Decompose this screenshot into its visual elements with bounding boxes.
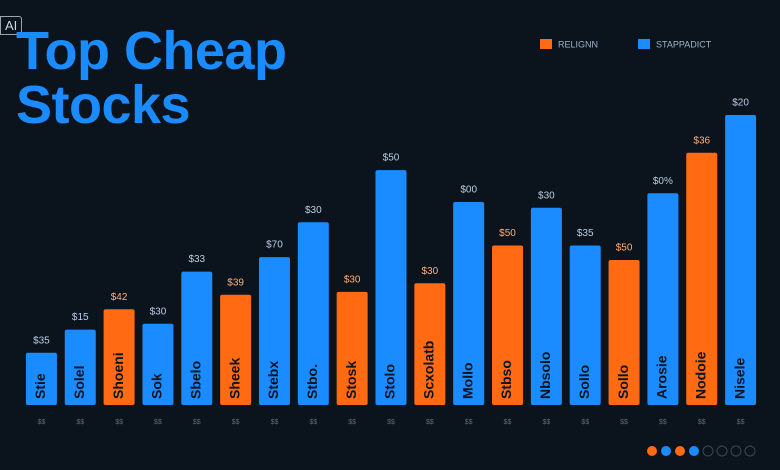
x-sub-label: $$: [504, 419, 512, 426]
bar-top-label: $30: [305, 205, 322, 216]
bar-category-label: Stolo: [382, 364, 398, 399]
bar-top-label: $15: [72, 312, 89, 323]
bar-top-label: $33: [188, 254, 205, 265]
bar-top-label: $50: [616, 243, 633, 254]
page-dot[interactable]: [661, 446, 671, 456]
bar: [725, 115, 757, 405]
legend-swatch: [638, 39, 651, 49]
bar-category-label: Scxolatb: [421, 341, 437, 399]
bar: [647, 193, 679, 405]
bar-category-label: Arosie: [654, 355, 670, 399]
bar-top-label: $30: [150, 306, 167, 317]
pagination: [647, 445, 756, 457]
bar: [375, 170, 407, 405]
bar-category-label: Sok: [149, 373, 165, 399]
bar-top-label: $30: [538, 190, 555, 201]
bar-category-label: Stbso: [498, 360, 514, 399]
x-sub-label: $$: [542, 419, 550, 426]
bar: [686, 152, 718, 405]
bar-category-label: Stie: [32, 373, 48, 399]
bar-category-label: Solel: [71, 366, 87, 399]
bar: [530, 207, 562, 405]
x-sub-label: $$: [115, 419, 123, 426]
x-sub-label: $$: [271, 419, 279, 426]
bar-category-label: Shoeni: [110, 352, 126, 399]
bar-top-label: $0%: [653, 176, 673, 187]
bar-category-label: Sollo: [576, 365, 592, 399]
bar-category-label: Mollo: [459, 362, 475, 399]
x-sub-label: $$: [465, 419, 473, 426]
page-dot[interactable]: [689, 446, 699, 456]
x-sub-label: $$: [426, 419, 434, 426]
bar: [336, 291, 368, 405]
bar-category-label: Sollo: [615, 365, 631, 399]
x-sub-label: $$: [193, 419, 201, 426]
bar-category-label: Nodoie: [692, 351, 708, 399]
x-sub-label: $$: [659, 419, 667, 426]
bar: [25, 352, 57, 405]
bar: [414, 283, 446, 405]
bar: [453, 202, 485, 405]
x-sub-label: $$: [620, 419, 628, 426]
ai-badge: AI: [0, 16, 23, 35]
x-sub-label: $$: [698, 419, 706, 426]
bar-category-label: Sheek: [226, 358, 242, 399]
bar-top-label: $00: [460, 185, 477, 196]
bar-top-label: $50: [499, 228, 516, 239]
bar: [181, 271, 213, 405]
bar-category-label: Sbelo: [187, 361, 203, 399]
bar: [142, 323, 174, 405]
page-dot[interactable]: [730, 445, 742, 457]
bar-category-label: Stbo.: [304, 364, 320, 399]
page-dot[interactable]: [744, 445, 756, 457]
page-dot[interactable]: [716, 445, 728, 457]
x-sub-label: $$: [76, 419, 84, 426]
x-sub-label: $$: [737, 419, 745, 426]
bar: [258, 257, 290, 405]
x-sub-label: $$: [348, 419, 356, 426]
bar-top-label: $42: [111, 292, 128, 303]
bar: [297, 222, 329, 405]
x-sub-label: $$: [387, 419, 395, 426]
bar: [220, 294, 252, 405]
bar: [569, 245, 601, 405]
bar-category-label: Nisele: [731, 358, 747, 399]
bar: [492, 245, 524, 405]
bar-top-label: $35: [33, 335, 50, 346]
bar-top-label: $36: [693, 135, 710, 146]
bar: [608, 260, 640, 405]
x-sub-label: $$: [232, 419, 240, 426]
bar-top-label: $30: [344, 275, 361, 286]
bar: [103, 309, 135, 405]
x-sub-label: $$: [309, 419, 317, 426]
x-sub-label: $$: [154, 419, 162, 426]
bar-category-label: Stebx: [265, 361, 281, 399]
bar-top-label: $20: [732, 98, 749, 109]
bar-top-label: $70: [266, 240, 283, 251]
bar-top-label: $30: [421, 266, 438, 277]
legend-label: RELIGNN: [558, 39, 598, 49]
page-dot[interactable]: [702, 445, 714, 457]
bar-top-label: $50: [383, 153, 400, 164]
bar-category-label: Nbsolo: [537, 352, 553, 399]
page-dot[interactable]: [647, 446, 657, 456]
bar-category-label: Stosk: [343, 361, 359, 399]
page-dot[interactable]: [675, 446, 685, 456]
bar: [64, 329, 96, 405]
legend-label: STAPPADICT: [656, 39, 712, 49]
x-sub-label: $$: [581, 419, 589, 426]
legend-swatch: [540, 39, 552, 49]
chart-title: Top Cheap Stocks: [16, 21, 287, 135]
x-sub-label: $$: [38, 419, 46, 426]
bar-top-label: $35: [577, 228, 594, 239]
bar-top-label: $39: [227, 277, 244, 288]
